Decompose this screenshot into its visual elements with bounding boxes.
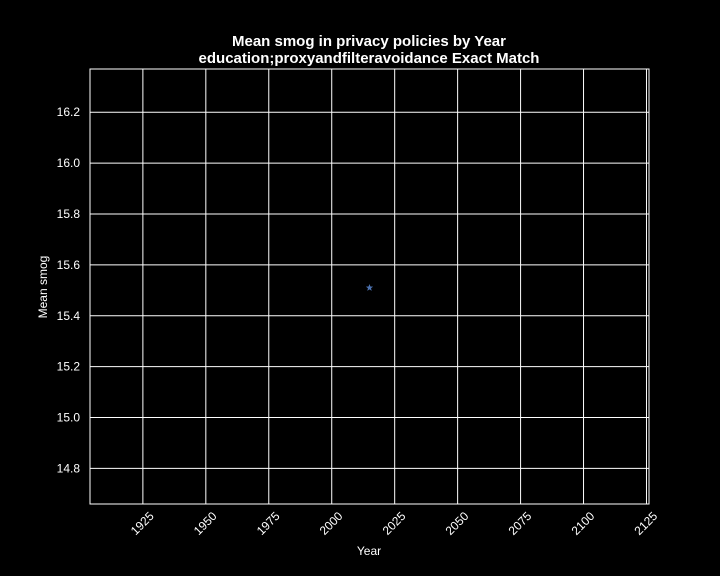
y-tick-labels: 14.8 15.0 15.2 15.4 15.6 15.8 16.0 16.2 [57, 105, 81, 475]
y-axis-label: Mean smog [36, 256, 50, 319]
y-tick-label: 15.4 [57, 309, 81, 323]
y-tick-label: 16.0 [57, 156, 81, 170]
y-gridlines [90, 111, 649, 469]
y-tick-label: 15.8 [57, 207, 81, 221]
chart-title: Mean smog in privacy policies by Year [232, 33, 506, 50]
y-tick-label: 16.2 [57, 105, 81, 119]
y-tick-label: 14.8 [57, 461, 81, 475]
plot-area-frame [89, 68, 650, 505]
x-gridlines [142, 69, 647, 504]
x-axis-label: Year [357, 544, 381, 558]
data-points [365, 283, 374, 291]
y-tick-label: 15.2 [57, 360, 81, 374]
y-tick-label: 15.6 [57, 258, 81, 272]
y-tick-label: 15.0 [57, 411, 81, 425]
data-point-star [365, 283, 374, 291]
chart-subtitle: education;proxyandfilteravoidance Exact … [199, 50, 540, 67]
